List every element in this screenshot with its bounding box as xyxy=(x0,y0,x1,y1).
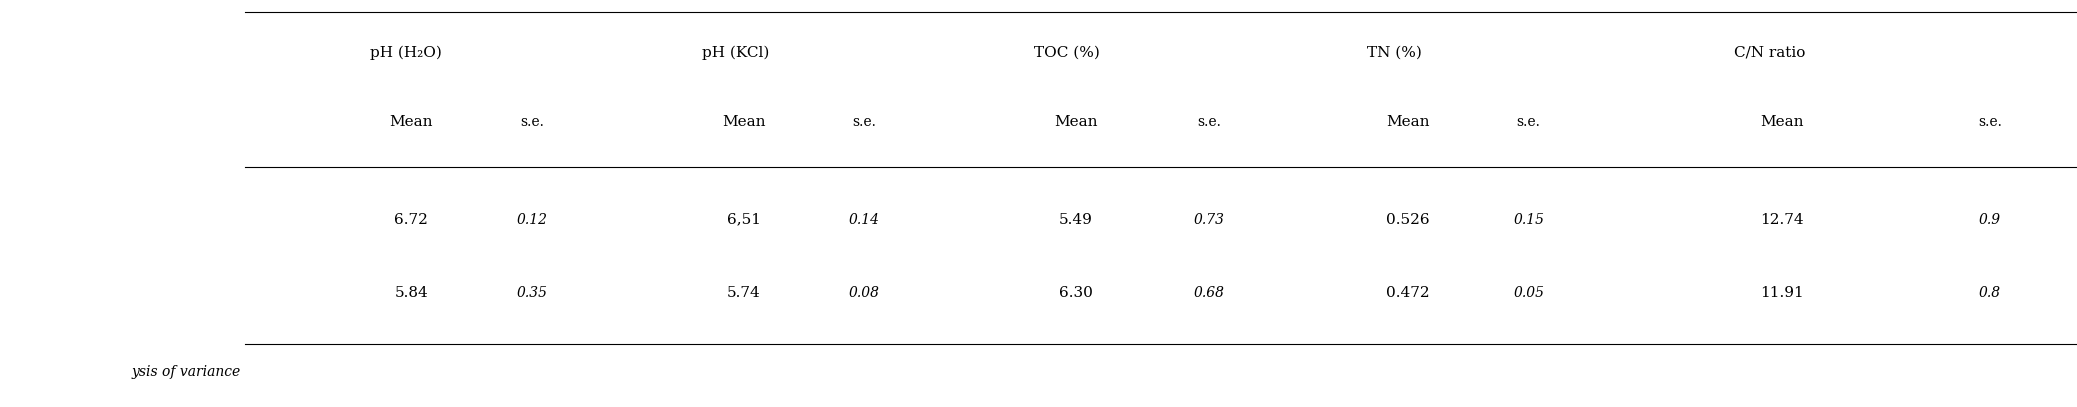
Text: 0.08: 0.08 xyxy=(849,286,879,300)
Text: Mean: Mean xyxy=(1387,115,1429,129)
Text: s.e.: s.e. xyxy=(1516,115,1541,129)
Text: 6,51: 6,51 xyxy=(727,213,760,227)
Text: TOC (%): TOC (%) xyxy=(1034,46,1101,60)
Text: s.e.: s.e. xyxy=(1977,115,2002,129)
Text: Mean: Mean xyxy=(390,115,432,129)
Text: 5.49: 5.49 xyxy=(1059,213,1093,227)
Text: 0.68: 0.68 xyxy=(1194,286,1223,300)
Text: 0.526: 0.526 xyxy=(1385,213,1431,227)
Text: s.e.: s.e. xyxy=(1196,115,1221,129)
Text: 5.74: 5.74 xyxy=(727,286,760,300)
Text: 0.35: 0.35 xyxy=(517,286,546,300)
Text: Mean: Mean xyxy=(723,115,764,129)
Text: s.e.: s.e. xyxy=(519,115,544,129)
Text: 6.72: 6.72 xyxy=(395,213,428,227)
Text: 11.91: 11.91 xyxy=(1759,286,1805,300)
Text: 12.74: 12.74 xyxy=(1759,213,1805,227)
Text: 0.472: 0.472 xyxy=(1385,286,1431,300)
Text: 0.05: 0.05 xyxy=(1514,286,1543,300)
Text: 0.8: 0.8 xyxy=(1979,286,2000,300)
Text: ysis of variance: ysis of variance xyxy=(131,365,241,379)
Text: Mean: Mean xyxy=(1761,115,1803,129)
Text: 5.84: 5.84 xyxy=(395,286,428,300)
Text: 0.9: 0.9 xyxy=(1979,213,2000,227)
Text: 0.15: 0.15 xyxy=(1514,213,1543,227)
Text: s.e.: s.e. xyxy=(852,115,876,129)
Text: C/N ratio: C/N ratio xyxy=(1734,46,1805,60)
Text: pH (KCl): pH (KCl) xyxy=(702,46,768,60)
Text: pH (H₂O): pH (H₂O) xyxy=(370,46,442,60)
Text: 0.73: 0.73 xyxy=(1194,213,1223,227)
Text: 0.14: 0.14 xyxy=(849,213,879,227)
Text: Mean: Mean xyxy=(1055,115,1097,129)
Text: TN (%): TN (%) xyxy=(1367,46,1421,60)
Text: 6.30: 6.30 xyxy=(1059,286,1093,300)
Text: 0.12: 0.12 xyxy=(517,213,546,227)
